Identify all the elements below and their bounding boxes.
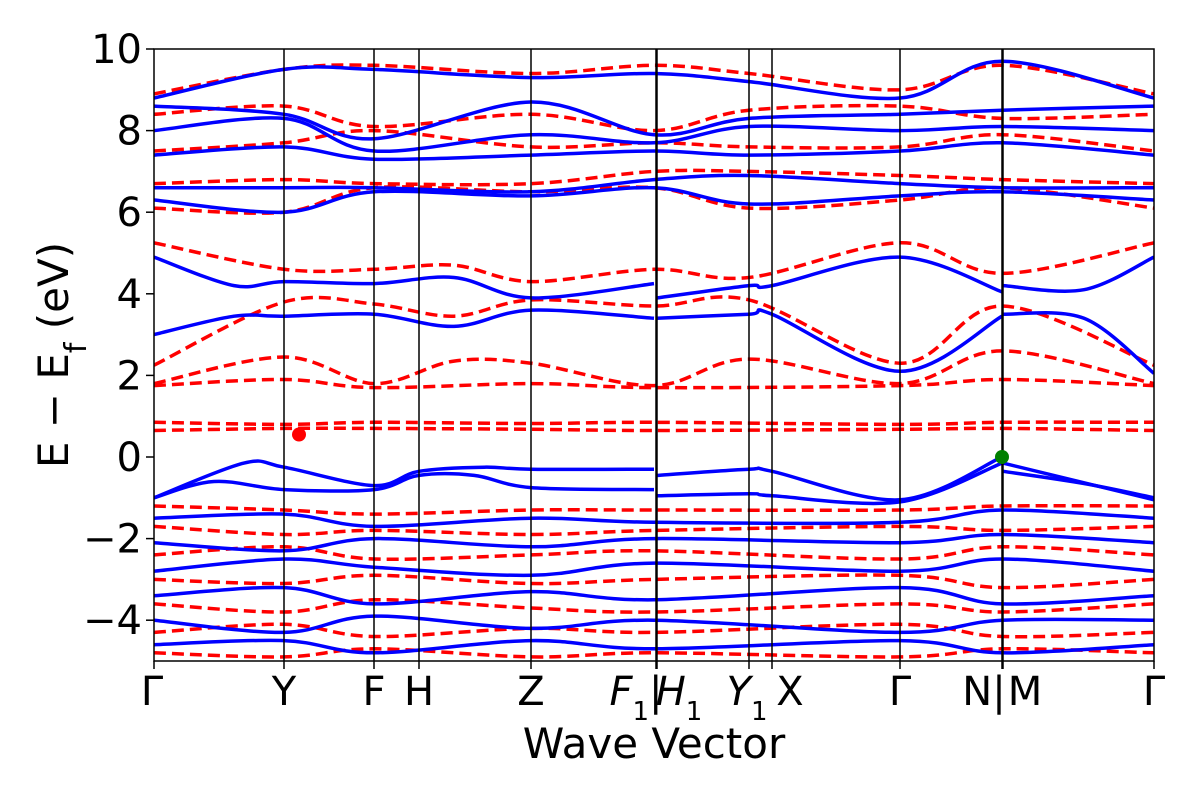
band-line-spin-up-5 [1002, 469, 1154, 500]
k-path-divider-lines [283, 49, 1004, 661]
band-line-spin-down-34 [154, 63, 1154, 96]
band-line-spin-up-15 [154, 116, 1154, 154]
band-line-spin-up-16 [154, 100, 1154, 141]
y-tick-label-2: 2 [117, 353, 142, 399]
band-line-spin-down-38 [154, 573, 1154, 590]
band-line-spin-up-23 [154, 638, 1154, 655]
band-line-spin-down-35 [154, 503, 1154, 516]
y-axis-title: E − Ef (eV) [29, 242, 94, 468]
x-k-point-label-4: Z [517, 669, 544, 715]
band-line-spin-down-28 [154, 295, 1154, 367]
band-line-spin-up-20 [154, 557, 1154, 578]
band-line-spin-up-11 [1002, 255, 1154, 293]
spin-up-band-edge-marker [995, 450, 1009, 464]
y-tick-label-6: 6 [117, 190, 142, 236]
band-line-spin-up-0 [154, 471, 655, 500]
bands-layer [154, 59, 1154, 659]
band-edge-markers [292, 427, 1009, 464]
band-line-spin-down-39 [154, 598, 1154, 614]
y-tick-label-0: 0 [117, 435, 142, 481]
y-tick-label-8: 8 [117, 109, 142, 155]
band-line-spin-down-27 [154, 349, 1154, 388]
band-line-spin-down-29 [154, 241, 1154, 284]
spin-down-band-edge-marker [292, 427, 306, 442]
y-axis-title-unit: (eV) [29, 242, 78, 343]
band-line-spin-down-40 [154, 622, 1154, 639]
y-axis-ticks: −4 −2 0 2 4 6 8 10 [83, 27, 154, 644]
band-line-spin-up-22 [154, 614, 1154, 635]
band-line-spin-down-36 [154, 524, 1154, 537]
band-line-spin-up-17 [154, 59, 1154, 101]
band-line-spin-up-6 [154, 308, 655, 337]
band-line-spin-up-13 [154, 173, 1154, 194]
y-tick-label-10: 10 [91, 27, 142, 73]
x-k-point-label-11: M [1008, 669, 1043, 715]
band-line-spin-up-14 [154, 141, 1154, 162]
band-line-spin-down-33 [154, 103, 1154, 133]
x-k-point-label-5: F1| [609, 669, 662, 727]
band-line-spin-down-26 [154, 377, 1154, 390]
y-axis-title-main: E − E [29, 353, 78, 468]
y-tick-label--2: −2 [83, 517, 142, 563]
band-line-spin-up-19 [154, 532, 1154, 553]
band-line-spin-up-21 [154, 585, 1154, 606]
x-k-point-label-12: Γ [1143, 669, 1166, 715]
x-k-point-label-3: H [404, 669, 434, 715]
band-line-spin-down-31 [154, 168, 1154, 187]
plot-frame [153, 48, 1155, 662]
y-tick-label-4: 4 [117, 272, 142, 318]
band-line-spin-up-10 [1002, 311, 1154, 375]
band-line-spin-up-9 [656, 255, 1003, 300]
x-k-point-label-10: N| [962, 669, 1005, 715]
x-k-point-label-0: Γ [141, 669, 164, 715]
band-line-spin-up-12 [154, 185, 1154, 215]
band-line-spin-up-8 [656, 308, 1003, 374]
x-axis-k-point-labels: Γ Y F H Z F1|H1 Y1 X Γ N| M Γ [141, 661, 1166, 727]
band-line-spin-up-3 [656, 461, 1003, 506]
x-k-point-label-1: Y [271, 669, 297, 715]
x-k-point-label-2: F [362, 669, 385, 715]
x-k-point-label-7: Y1 [727, 669, 768, 727]
y-axis-title-sub: f [59, 341, 94, 353]
band-line-spin-up-7 [154, 255, 655, 300]
x-k-point-label-6: H1 [656, 669, 703, 727]
x-axis-title: Wave Vector [523, 719, 786, 768]
x-k-point-label-8: X [776, 669, 803, 715]
band-line-spin-down-25 [154, 420, 1154, 427]
x-k-point-label-9: Γ [889, 669, 912, 715]
band-line-spin-up-18 [154, 508, 1154, 529]
band-line-spin-down-41 [154, 646, 1154, 659]
y-tick-label--4: −4 [83, 598, 142, 644]
